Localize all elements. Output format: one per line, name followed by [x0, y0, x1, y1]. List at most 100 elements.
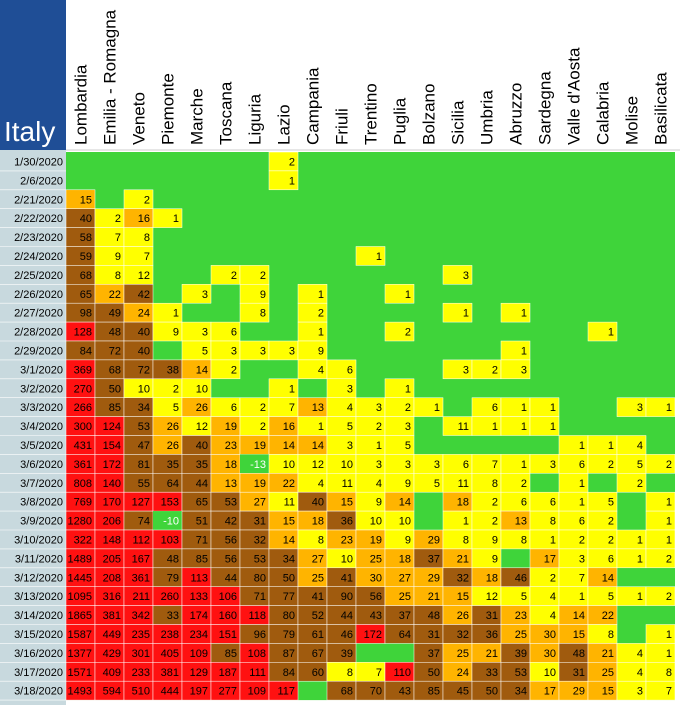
cell-value: 1 [550, 534, 556, 546]
cell-value: 342 [132, 610, 150, 622]
cell-value: 14 [602, 572, 614, 584]
cell-value: 8 [550, 516, 556, 528]
cell-value: 118 [248, 610, 266, 622]
cell-value: 808 [74, 478, 92, 490]
cell-value: 3 [550, 459, 556, 471]
cell-value: 1 [521, 345, 527, 357]
cell-value: 27 [399, 572, 411, 584]
cell-value: 40 [138, 327, 150, 339]
cell-value: 53 [254, 553, 266, 565]
cell-value: 23 [225, 440, 237, 452]
cell-value: 4 [376, 478, 382, 490]
heat-cell [413, 397, 444, 417]
cell-value: 50 [109, 383, 121, 395]
cell-value: 7 [289, 402, 295, 414]
cell-value: 1571 [68, 667, 92, 679]
cell-value: 2 [492, 516, 498, 528]
cell-value: 8 [260, 308, 266, 320]
cell-value: 197 [190, 686, 208, 698]
cell-value: 77 [283, 591, 295, 603]
date-label: 3/18/2020 [14, 686, 63, 698]
cell-value: 14 [283, 440, 295, 452]
date-label: 2/24/2020 [14, 251, 63, 263]
cell-value: 301 [132, 648, 150, 660]
heat-cell [529, 416, 560, 436]
cell-value: 31 [254, 516, 266, 528]
cell-value: 235 [132, 629, 150, 641]
cell-value: -10 [163, 516, 179, 528]
cell-value: 11 [458, 421, 469, 433]
cell-value: 21 [486, 648, 498, 660]
cell-value: 26 [167, 440, 179, 452]
cell-value: 1 [405, 289, 411, 301]
cell-value: 42 [225, 516, 237, 528]
date-label: 3/9/2020 [20, 516, 63, 528]
cell-value: 50 [428, 667, 440, 679]
cell-value: 2 [173, 383, 179, 395]
cell-value: 172 [103, 459, 121, 471]
cell-value: 18 [225, 459, 237, 471]
heat-cell [355, 246, 386, 266]
cell-value: 1 [666, 534, 672, 546]
region-label: Veneto [130, 92, 149, 145]
cell-value: 29 [428, 572, 440, 584]
heat-cell [268, 170, 299, 191]
region-label: Bolzano [420, 84, 439, 145]
cell-value: 238 [161, 629, 179, 641]
heat-cell [645, 397, 676, 417]
cell-value: 5 [434, 478, 440, 490]
cell-value: 10 [544, 667, 556, 679]
cell-value: 3 [521, 364, 527, 376]
cell-value: 12 [138, 270, 150, 282]
cell-value: 112 [132, 534, 150, 546]
cell-value: 2 [492, 364, 498, 376]
cell-value: 1 [521, 308, 527, 320]
region-label: Toscana [217, 81, 236, 145]
cell-value: 2 [260, 421, 266, 433]
cell-value: 46 [341, 629, 353, 641]
cell-value: 1 [666, 648, 672, 660]
date-label: 3/4/2020 [20, 421, 63, 433]
cell-value: 8 [463, 534, 469, 546]
cell-value: 13 [515, 516, 527, 528]
cell-value: 1 [463, 308, 469, 320]
cell-value: 50 [486, 686, 498, 698]
cell-value: 381 [103, 610, 121, 622]
cell-value: 405 [161, 648, 179, 660]
cell-value: 13 [312, 402, 324, 414]
heat-cell [153, 511, 182, 530]
cell-value: 1 [608, 327, 614, 339]
cell-value: 3 [202, 327, 208, 339]
heat-cell [500, 359, 531, 380]
heat-cell [152, 208, 183, 228]
date-label: 3/8/2020 [20, 497, 63, 509]
region-label: Lombardia [72, 64, 91, 145]
cell-value: 6 [463, 459, 469, 471]
cell-value: 2 [608, 534, 614, 546]
title-box: Italy [0, 0, 66, 150]
cell-value: 4 [318, 478, 324, 490]
cell-value: 449 [103, 629, 121, 641]
cell-value: 4 [637, 648, 643, 660]
cell-value: 15 [573, 629, 585, 641]
cell-value: 4 [550, 591, 556, 603]
cell-value: 74 [138, 516, 150, 528]
cell-value: 1 [318, 327, 324, 339]
cell-value: 2 [666, 553, 672, 565]
cell-value: 68 [109, 364, 121, 376]
cell-value: 40 [312, 497, 324, 509]
cell-value: 48 [109, 327, 121, 339]
cell-value: 1 [318, 289, 324, 301]
cell-value: 1 [579, 440, 585, 452]
cell-value: 7 [115, 232, 121, 244]
date-label: 2/22/2020 [14, 213, 63, 225]
cell-value: 7 [492, 459, 498, 471]
cell-value: 5 [608, 591, 614, 603]
cell-value: 129 [190, 667, 208, 679]
cell-value: 14 [283, 534, 295, 546]
cell-value: 109 [190, 648, 208, 660]
cell-value: 14 [312, 440, 324, 452]
cell-value: 8 [521, 534, 527, 546]
cell-value: 29 [428, 534, 440, 546]
date-label: 3/7/2020 [20, 478, 63, 490]
